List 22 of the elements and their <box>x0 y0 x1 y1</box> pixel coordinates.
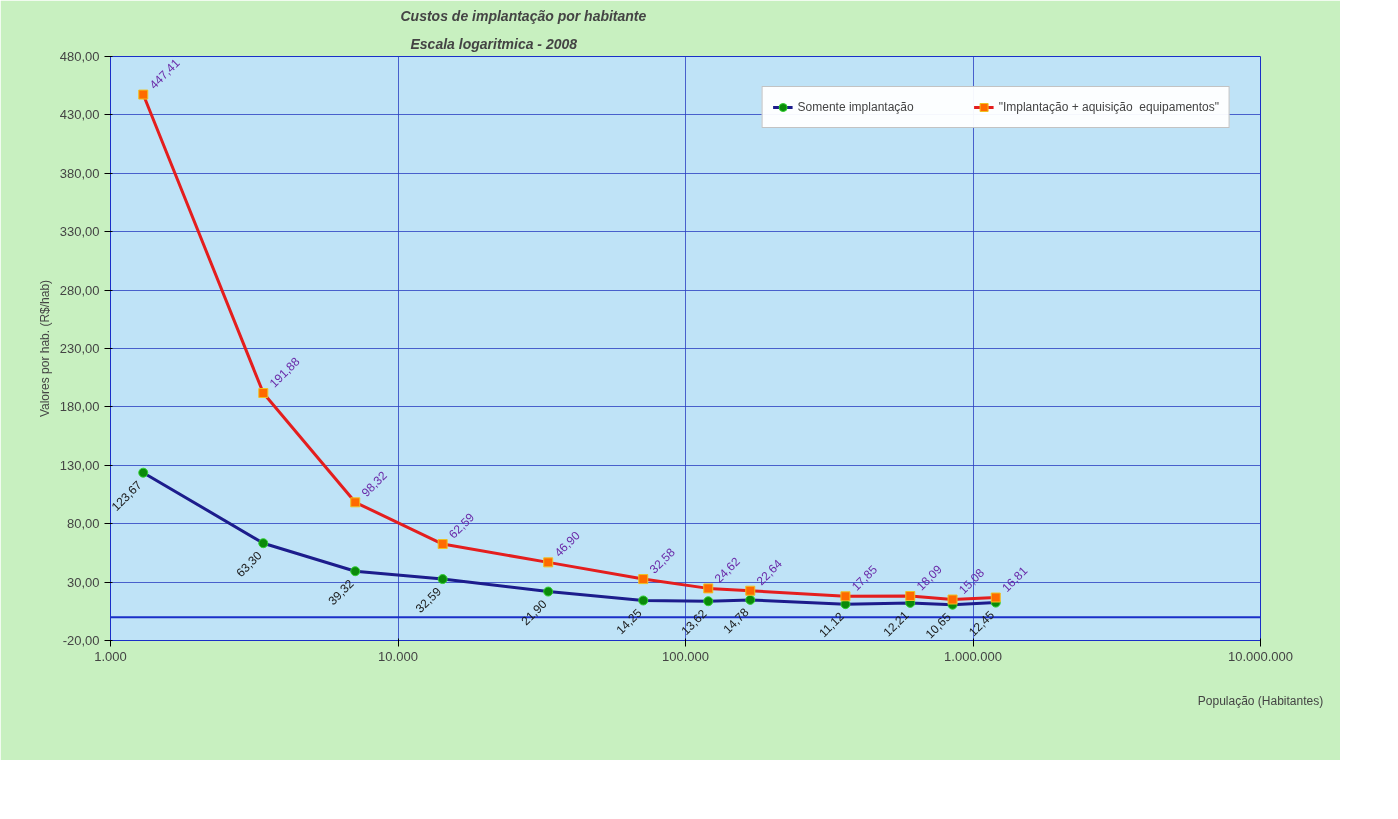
y-tick-label: 180,00 <box>59 399 100 415</box>
x-axis-title: População (Habitantes) <box>1197 693 1324 708</box>
y-tick-label: 30,00 <box>66 574 100 590</box>
legend-label: Somente implantação <box>797 100 914 114</box>
y-tick-label: 130,00 <box>59 457 100 473</box>
x-tick-label: 10.000.000 <box>1227 648 1294 664</box>
y-tick-label: 380,00 <box>59 165 100 181</box>
y-tick-label: -20,00 <box>62 633 100 648</box>
chart-title: Custos de implantação por habitante <box>400 7 647 24</box>
chart-subtitle: Escala logaritmica - 2008 <box>410 35 578 52</box>
x-tick-label: 1.000 <box>94 648 127 664</box>
x-tick-label: 100.000 <box>662 648 709 664</box>
y-tick-label: 280,00 <box>59 282 100 298</box>
y-tick-label: 430,00 <box>59 107 100 123</box>
y-axis-title: Valores por hab. (R$/hab) <box>37 279 52 418</box>
x-tick-label: 10.000 <box>378 648 418 664</box>
y-tick-label: 480,00 <box>59 49 100 64</box>
x-tick-label: 1.000.000 <box>944 648 1002 664</box>
y-tick-label: 230,00 <box>59 341 100 356</box>
y-tick-label: 330,00 <box>59 224 100 240</box>
legend-label: "Implantação + aquisição equipamentos" <box>998 100 1219 114</box>
y-tick-label: 80,00 <box>66 516 100 532</box>
